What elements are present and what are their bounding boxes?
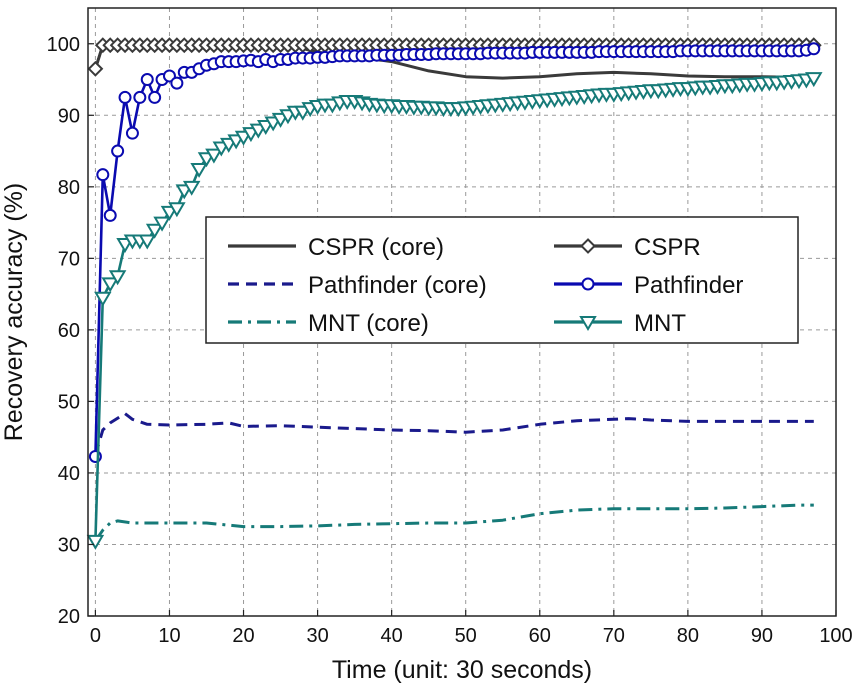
x-tick-label: 40: [381, 625, 403, 647]
legend-marker: [580, 238, 596, 254]
y-tick-label: 40: [58, 463, 80, 485]
x-tick-label: 20: [232, 625, 254, 647]
y-tick-label: 80: [58, 177, 80, 199]
data-point-pathfinder: [96, 168, 110, 182]
legend-label: CSPR (core): [308, 234, 444, 261]
series-mnt-core: [94, 503, 814, 542]
y-tick-label: 50: [58, 391, 80, 413]
legend-item-cspr-core: CSPR (core): [228, 234, 444, 261]
legend-label: CSPR: [634, 234, 701, 261]
data-point-pathfinder: [807, 42, 821, 56]
data-point-mnt: [153, 216, 171, 232]
data-point-mnt: [190, 162, 208, 178]
legend-item-mnt-core: MNT (core): [228, 310, 429, 337]
data-point-pathfinder: [125, 126, 139, 140]
legend-label: Pathfinder (core): [308, 272, 487, 299]
data-point-mnt: [182, 180, 201, 196]
data-point-pathfinder: [148, 90, 162, 104]
series-pathfinder-core: [93, 412, 814, 456]
legend-label: Pathfinder: [634, 272, 743, 299]
x-tick-label: 100: [819, 625, 852, 647]
x-tick-label: 90: [751, 625, 773, 647]
legend-label: MNT: [634, 310, 686, 337]
legend-marker: [579, 316, 597, 331]
data-point-mnt: [145, 223, 164, 239]
x-tick-label: 10: [158, 625, 180, 647]
data-point-mnt: [94, 291, 112, 307]
x-tick-label: 0: [90, 625, 101, 647]
data-point-pathfinder: [140, 73, 154, 87]
x-axis-title: Time (unit: 30 seconds): [332, 656, 592, 684]
data-point-cspr: [87, 60, 104, 77]
data-point-pathfinder: [103, 208, 117, 222]
legend-marker: [581, 277, 595, 291]
data-point-pathfinder: [133, 90, 147, 104]
x-tick-label: 80: [677, 625, 699, 647]
legend-item-pathfinder-core: Pathfinder (core): [228, 272, 487, 299]
data-point-mnt: [101, 277, 119, 293]
x-tick-label: 70: [603, 625, 625, 647]
y-tick-label: 90: [58, 105, 80, 127]
data-point-mnt: [108, 270, 127, 286]
data-point-mnt: [86, 534, 105, 550]
plot-frame: [87, 7, 837, 617]
data-point-pathfinder: [111, 144, 125, 158]
data-point-pathfinder: [170, 76, 184, 90]
series-line-mnt-core: [94, 503, 814, 542]
series-layer: [86, 37, 823, 550]
y-tick-label: 70: [58, 248, 80, 270]
data-point-mnt: [168, 202, 186, 218]
legend-items: CSPR (core) CSPR Pathfinder (core) Pathfind…: [228, 234, 743, 337]
x-tick-label: 60: [529, 625, 551, 647]
y-tick-label: 100: [47, 34, 80, 56]
x-tick-label: 50: [455, 625, 477, 647]
series-mnt: [86, 72, 823, 550]
series-pathfinder: [88, 42, 821, 463]
data-point-mnt: [805, 72, 823, 88]
y-axis-title: Recovery accuracy (%): [0, 183, 28, 441]
legend-item-pathfinder: Pathfinder: [554, 272, 743, 299]
legend: CSPR (core) CSPR Pathfinder (core) Pathfind…: [205, 216, 799, 344]
legend-item-mnt: MNT: [554, 310, 686, 337]
legend-label: MNT (core): [308, 310, 429, 337]
y-tick-label: 20: [58, 606, 80, 628]
legend-box: [205, 216, 799, 344]
series-line-pathfinder-core: [93, 412, 814, 456]
y-tick-label: 30: [58, 534, 80, 556]
data-point-mnt: [205, 148, 223, 164]
tick-labels: 0 10 20 30 40 50 60 70 80 90 100 20 30 40 50 60 70 80 90 10…: [47, 34, 853, 647]
x-tick-label: 30: [306, 625, 328, 647]
legend-item-cspr: CSPR: [554, 234, 701, 261]
data-point-mnt: [138, 234, 156, 250]
y-tick-label: 60: [58, 320, 80, 342]
data-point-pathfinder: [118, 90, 132, 104]
